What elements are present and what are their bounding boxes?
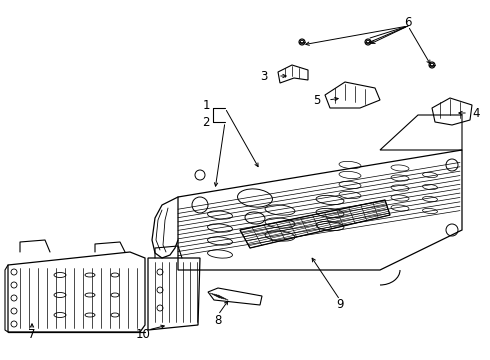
Text: 4: 4 [472,107,480,120]
Text: 6: 6 [404,15,412,28]
Text: 2: 2 [202,116,210,129]
Text: 10: 10 [136,328,150,342]
Text: 7: 7 [28,328,36,342]
Text: 3: 3 [261,69,268,82]
Text: 1: 1 [202,99,210,112]
Text: 9: 9 [336,298,344,311]
Text: 8: 8 [214,314,221,327]
Text: 5: 5 [313,94,320,107]
